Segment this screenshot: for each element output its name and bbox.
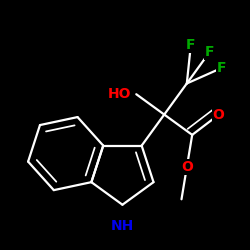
Text: HO: HO [108, 87, 132, 101]
Text: O: O [212, 108, 224, 122]
Text: O: O [181, 160, 193, 174]
Text: F: F [186, 38, 196, 52]
Text: NH: NH [111, 219, 134, 233]
Text: F: F [217, 61, 227, 75]
Text: F: F [205, 46, 214, 60]
